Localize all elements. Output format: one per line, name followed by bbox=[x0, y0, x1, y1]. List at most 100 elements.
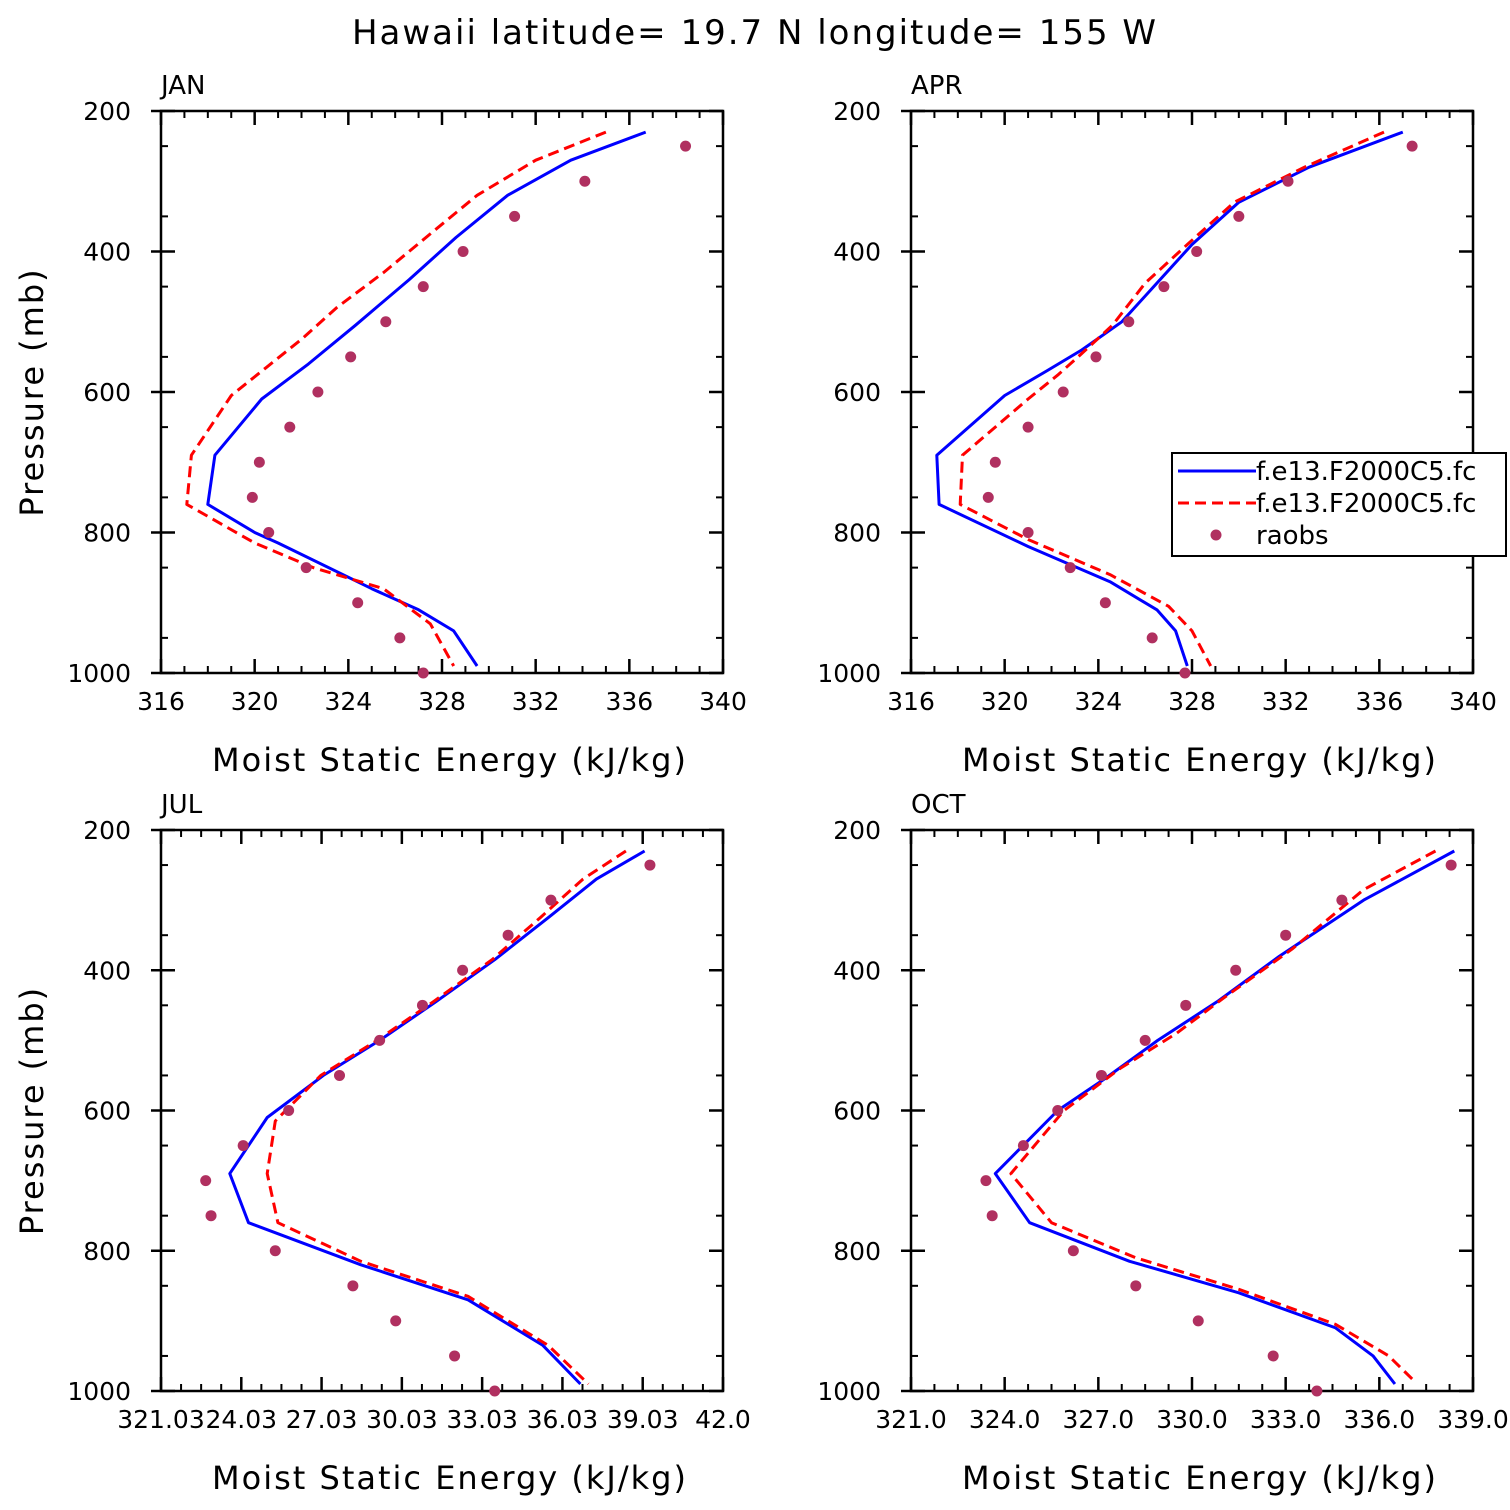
raobs-point bbox=[284, 421, 296, 433]
legend-marker bbox=[1210, 529, 1222, 541]
x-tick-label: 24.03 bbox=[205, 1405, 277, 1434]
raobs-point bbox=[334, 1069, 346, 1081]
x-axis-label: Moist Static Energy (kJ/kg) bbox=[212, 741, 688, 779]
raobs-point bbox=[417, 281, 429, 293]
raobs-point bbox=[347, 1280, 359, 1292]
raobs-point bbox=[1095, 1069, 1107, 1081]
raobs-point bbox=[1267, 1350, 1279, 1362]
raobs-point bbox=[986, 1210, 998, 1222]
x-tick-label: 320 bbox=[231, 687, 279, 716]
raobs-point bbox=[457, 246, 469, 257]
raobs-point bbox=[1191, 246, 1203, 257]
y-tick-label: 800 bbox=[833, 1237, 881, 1266]
raobs-point bbox=[417, 667, 429, 679]
panel-jul: JUL 321.03 24.03 27.03 30.03 33.03 36.03 39.03 4… bbox=[13, 790, 751, 1497]
y-tick-label: 600 bbox=[833, 1097, 881, 1126]
raobs-point bbox=[1146, 632, 1158, 644]
series-line-red-dashed bbox=[265, 849, 627, 1386]
y-tick-label: 400 bbox=[83, 238, 131, 267]
x-tick-label: 332 bbox=[512, 687, 560, 716]
x-tick-label: 328 bbox=[418, 687, 466, 716]
series-line-blue-solid bbox=[206, 130, 647, 667]
series-line-blue-solid bbox=[228, 849, 646, 1386]
raobs-point bbox=[1022, 421, 1034, 433]
raobs-point bbox=[200, 1175, 212, 1187]
panel-oct: OCT 321.0 324.0 327.0 330.0 333.0 336.0 339.0 20… bbox=[817, 790, 1508, 1497]
panel-label: JUL bbox=[159, 790, 203, 820]
raobs-point bbox=[1336, 894, 1348, 906]
x-tick-label: 340 bbox=[699, 687, 747, 716]
raobs-point bbox=[1158, 281, 1170, 293]
series-line-red-dashed bbox=[185, 130, 607, 667]
raobs-point bbox=[416, 999, 428, 1011]
raobs-point bbox=[1282, 175, 1294, 187]
raobs-point bbox=[680, 140, 692, 152]
x-tick-label: 316 bbox=[887, 687, 935, 716]
legend-label: f.e13.F2000C5.fc bbox=[1256, 457, 1476, 487]
raobs-point bbox=[1180, 999, 1192, 1011]
figure-title: Hawaii latitude= 19.7 N longitude= 155 W bbox=[352, 13, 1158, 53]
x-tick-label: 332 bbox=[1262, 687, 1310, 716]
x-tick-label: 324 bbox=[1074, 687, 1122, 716]
raobs-point bbox=[205, 1210, 217, 1222]
y-axis-label: Pressure (mb) bbox=[13, 267, 51, 516]
raobs-point bbox=[1057, 386, 1069, 398]
y-tick-label: 200 bbox=[833, 97, 881, 126]
y-tick-label: 600 bbox=[83, 1097, 131, 1126]
x-tick-label: 321.03 bbox=[117, 1405, 204, 1434]
raobs-point bbox=[352, 597, 364, 609]
legend-label: raobs bbox=[1256, 521, 1329, 551]
raobs-point bbox=[246, 491, 258, 503]
x-axis-label: Moist Static Energy (kJ/kg) bbox=[962, 1459, 1438, 1497]
raobs-point bbox=[980, 1175, 992, 1187]
x-tick-label: 340 bbox=[1449, 687, 1497, 716]
raobs-point bbox=[1311, 1385, 1323, 1397]
raobs-point bbox=[1017, 1140, 1029, 1152]
raobs-point bbox=[390, 1315, 402, 1327]
y-tick-label: 600 bbox=[83, 378, 131, 407]
x-tick-label: 328 bbox=[1168, 687, 1216, 716]
x-tick-label: 39.03 bbox=[607, 1405, 679, 1434]
raobs-point bbox=[394, 632, 406, 644]
raobs-point bbox=[1192, 1315, 1204, 1327]
y-tick-label: 200 bbox=[833, 816, 881, 845]
raobs-point bbox=[283, 1105, 295, 1116]
y-tick-label: 1000 bbox=[817, 1377, 881, 1406]
x-tick-label: 333.0 bbox=[1250, 1405, 1322, 1434]
raobs-point bbox=[449, 1350, 461, 1362]
y-tick-label: 1000 bbox=[67, 1377, 131, 1406]
y-tick-label: 1000 bbox=[67, 659, 131, 688]
panel-label: OCT bbox=[911, 790, 966, 820]
x-tick-label: 339.0 bbox=[1437, 1405, 1509, 1434]
y-tick-label: 800 bbox=[833, 519, 881, 548]
panel-jan: JAN 316 320 324 328 332 336 340 200 400 600 800 1000… bbox=[13, 71, 747, 779]
panel-label: JAN bbox=[159, 71, 205, 101]
raobs-point bbox=[989, 456, 1001, 468]
raobs-point bbox=[1022, 527, 1034, 538]
raobs-point bbox=[1123, 316, 1135, 328]
x-axis-label: Moist Static Energy (kJ/kg) bbox=[212, 1459, 688, 1497]
raobs-point bbox=[1406, 140, 1418, 152]
y-tick-label: 200 bbox=[83, 97, 131, 126]
raobs-point bbox=[1233, 210, 1245, 222]
raobs-point bbox=[312, 386, 324, 398]
y-tick-label: 600 bbox=[833, 378, 881, 407]
y-tick-label: 200 bbox=[83, 816, 131, 845]
y-tick-label: 1000 bbox=[817, 659, 881, 688]
y-axis-label: Pressure (mb) bbox=[13, 986, 51, 1235]
chart-panels: JAN 316 320 324 328 332 336 340 200 400 600 800 1000… bbox=[13, 71, 1509, 1497]
x-tick-label: 324.0 bbox=[969, 1405, 1041, 1434]
raobs-point bbox=[1179, 667, 1191, 679]
x-tick-label: 336 bbox=[1355, 687, 1403, 716]
raobs-point bbox=[644, 859, 656, 871]
y-tick-label: 400 bbox=[83, 956, 131, 985]
legend-label: f.e13.F2000C5.fc bbox=[1256, 489, 1476, 519]
raobs-point bbox=[1230, 964, 1242, 976]
x-tick-label: 42.0 bbox=[695, 1405, 751, 1434]
raobs-point bbox=[300, 562, 312, 574]
series-line-red-dashed bbox=[958, 130, 1385, 667]
x-tick-label: 321.0 bbox=[875, 1405, 947, 1434]
raobs-point bbox=[457, 964, 469, 976]
raobs-point bbox=[1090, 351, 1102, 363]
